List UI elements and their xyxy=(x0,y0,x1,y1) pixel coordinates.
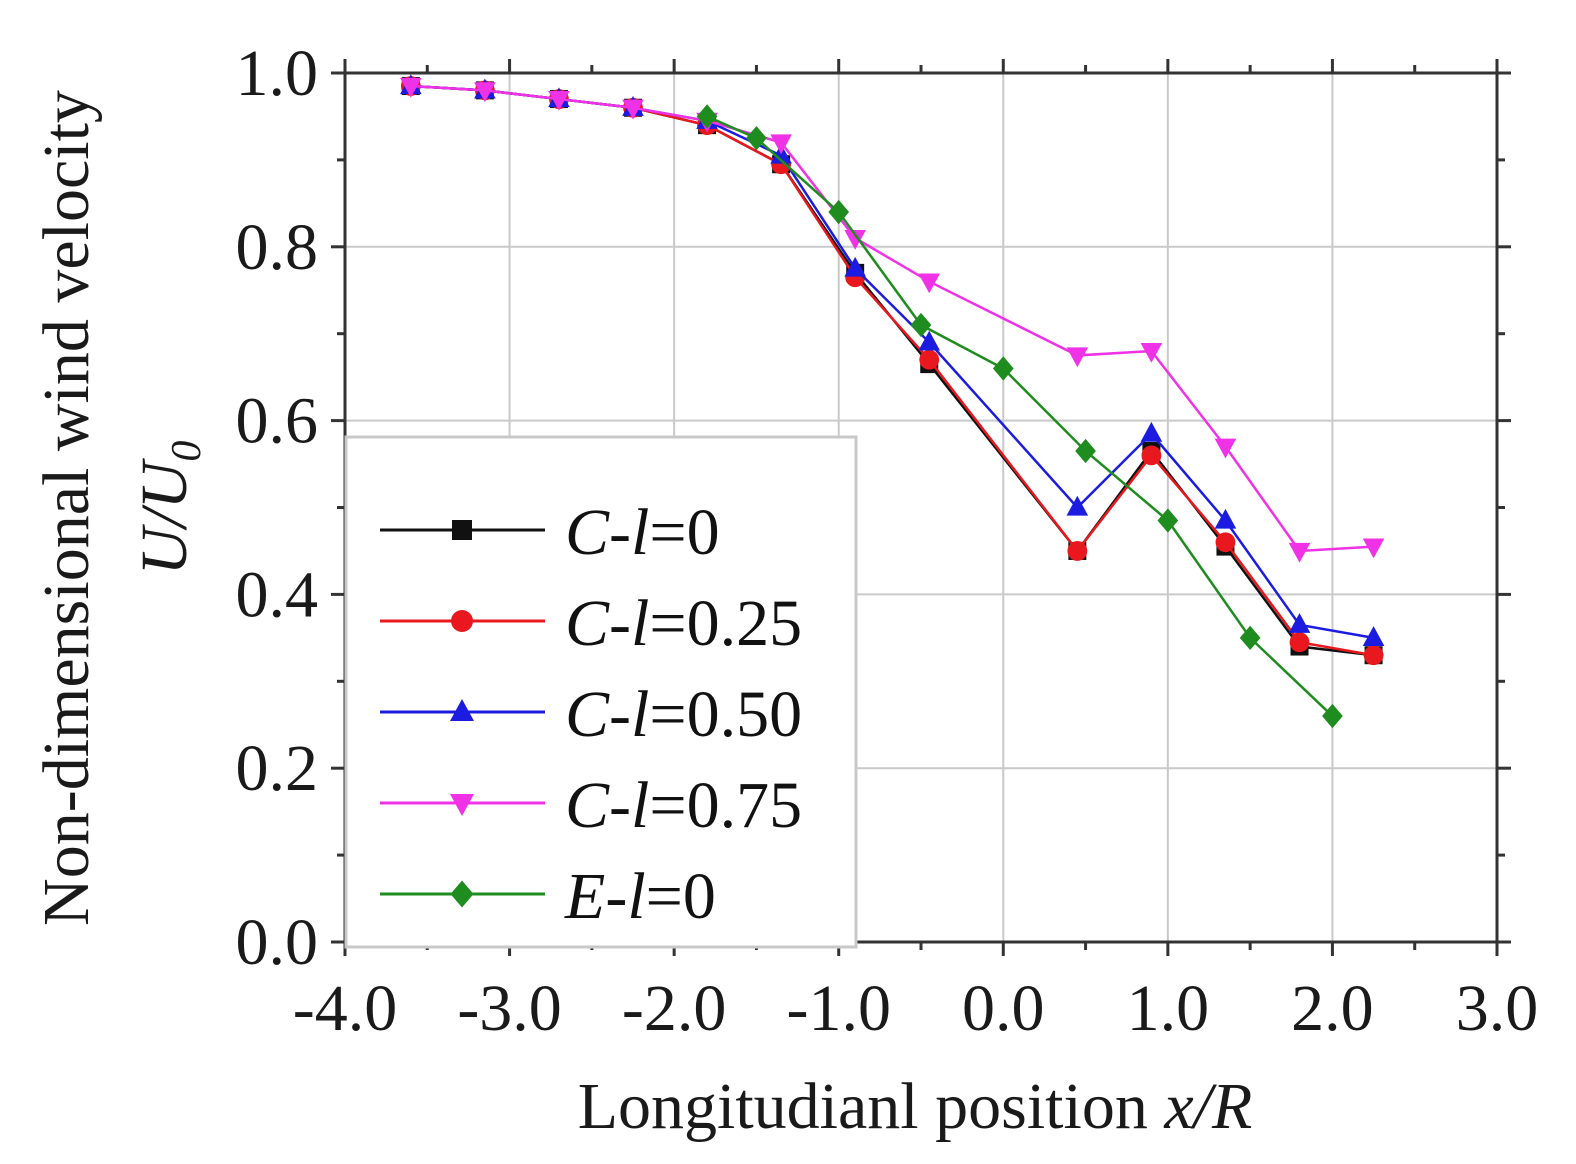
data-point xyxy=(1214,508,1237,529)
y-tick-label: 0.8 xyxy=(236,211,319,284)
y-tick-label: 0.0 xyxy=(236,906,319,979)
data-point xyxy=(548,90,570,111)
data-point xyxy=(919,349,940,370)
legend-label: C-l=0.75 xyxy=(565,769,802,842)
legend-label: E-l=0 xyxy=(564,860,716,933)
data-point xyxy=(1066,347,1089,368)
y-tick-labels: 0.0 0.2 0.4 0.6 0.8 1.0 xyxy=(236,37,319,979)
data-point xyxy=(1066,495,1089,516)
data-point xyxy=(1362,626,1385,646)
data-point xyxy=(1362,538,1385,559)
data-point xyxy=(1215,532,1236,553)
x-tick-label: -4.0 xyxy=(293,972,397,1045)
data-point xyxy=(918,330,941,351)
data-point xyxy=(696,104,718,129)
series-4 xyxy=(400,77,1385,563)
legend-box xyxy=(344,435,858,949)
y-tick-label: 0.6 xyxy=(236,385,319,458)
legend-label: C-l=0 xyxy=(565,496,720,569)
x-tick-label: 3.0 xyxy=(1456,972,1539,1045)
data-point xyxy=(1363,645,1384,666)
data-point xyxy=(1075,438,1096,464)
data-point xyxy=(1239,625,1261,650)
legend-marker xyxy=(451,610,473,632)
data-point xyxy=(1140,342,1163,363)
data-point xyxy=(910,312,932,338)
data-point xyxy=(828,199,850,225)
x-tick-label: -3.0 xyxy=(457,972,561,1045)
legend-entry: C-l=0.50 xyxy=(380,678,802,751)
data-point xyxy=(1067,541,1088,561)
series-5 xyxy=(696,104,1343,729)
data-point xyxy=(474,82,496,103)
data-point xyxy=(844,230,866,250)
legend-entry: C-l=0 xyxy=(380,496,720,569)
legend-label: C-l=0.25 xyxy=(565,587,802,660)
legend-marker xyxy=(450,794,474,816)
legend-entry: C-l=0.75 xyxy=(380,769,802,842)
data-point xyxy=(918,273,941,294)
x-tick-label: 2.0 xyxy=(1291,972,1374,1045)
x-axis-title: Longitudianl position x/R xyxy=(578,1070,1253,1143)
x-tick-label: 0.0 xyxy=(962,972,1045,1045)
data-point xyxy=(770,134,792,155)
y-tick-label: 0.4 xyxy=(236,558,319,631)
data-point xyxy=(1157,508,1179,533)
data-point xyxy=(1289,632,1310,653)
data-point xyxy=(1322,703,1343,729)
x-tick-label: -2.0 xyxy=(622,972,726,1045)
data-point xyxy=(1214,438,1237,459)
y-axis-variable: U/U0 xyxy=(128,441,210,576)
legend-marker xyxy=(452,520,472,540)
legend-entry: E-l=0 xyxy=(380,860,716,933)
data-point xyxy=(844,256,866,277)
data-point xyxy=(1140,421,1163,442)
data-point xyxy=(992,356,1014,381)
x-tick-label: -1.0 xyxy=(786,972,890,1045)
legend: C-l=0 C-l=0.25 C-l=0.50 C-l=0.75 E-l=0 xyxy=(344,435,858,949)
data-point xyxy=(622,99,644,120)
series-layer xyxy=(400,74,1385,729)
legend-label: C-l=0.50 xyxy=(565,678,802,751)
data-point xyxy=(1288,613,1311,633)
x-tick-labels: -4.0 -3.0 -2.0 -1.0 0.0 1.0 2.0 3.0 xyxy=(293,972,1538,1045)
legend-entry: C-l=0.25 xyxy=(380,587,802,660)
data-point xyxy=(1288,542,1311,563)
x-tick-label: 1.0 xyxy=(1127,972,1210,1045)
y-tick-label: 1.0 xyxy=(236,37,319,110)
legend-marker xyxy=(450,699,474,721)
data-point xyxy=(1141,445,1162,466)
legend-marker xyxy=(450,880,474,908)
y-axis-title: Non-dimensional wind velocity xyxy=(30,90,103,926)
data-point xyxy=(400,77,422,98)
y-tick-label: 0.2 xyxy=(236,732,319,805)
data-point xyxy=(746,126,767,151)
